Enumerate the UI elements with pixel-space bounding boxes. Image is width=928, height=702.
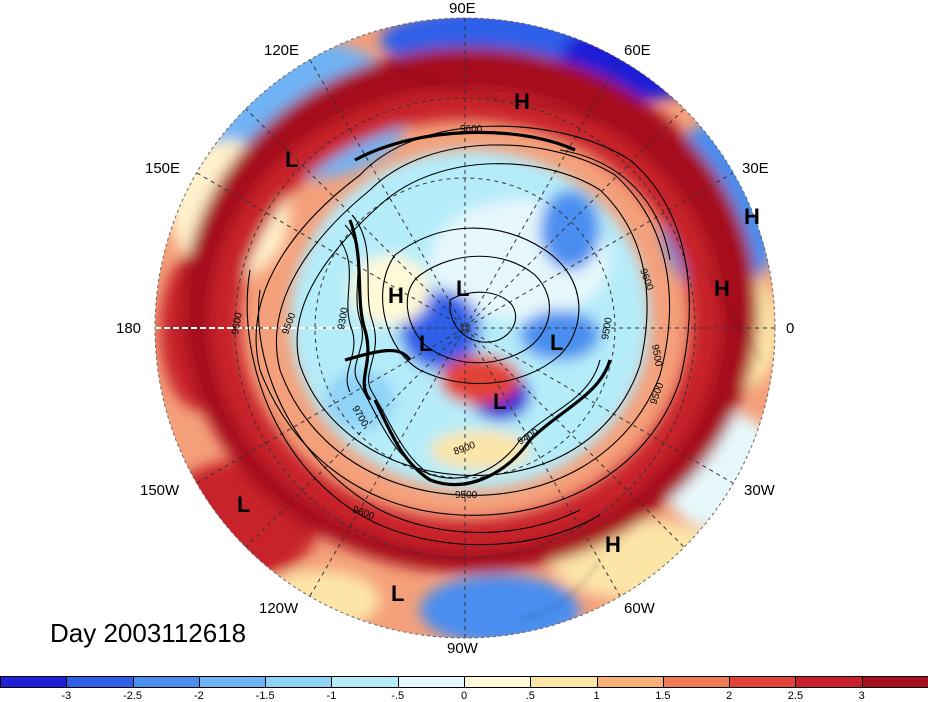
colorbar-tick-label: 2.5 xyxy=(787,690,804,702)
contour-labels: 9600 9600 9500 9600 9300 9500 9500 9700 … xyxy=(230,124,666,523)
colorbar-swatch xyxy=(530,676,598,688)
longitude-label-90e: 90E xyxy=(449,0,476,17)
low-pressure-label: L xyxy=(550,330,563,355)
longitude-label-60w: 60W xyxy=(624,600,655,617)
high-pressure-label: H xyxy=(744,204,760,229)
day-label: Day 2003112618 xyxy=(50,618,247,648)
longitude-label-0: 0 xyxy=(786,320,795,337)
colorbar-swatch xyxy=(464,676,532,688)
colorbar-tick-label: -2 xyxy=(193,690,204,702)
high-pressure-label: L xyxy=(237,492,250,517)
colorbar-tick-label: .5 xyxy=(525,690,535,702)
low-pressure-label: L xyxy=(493,389,506,414)
colorbar-swatch xyxy=(397,676,465,688)
colorbar-tick-label: 3 xyxy=(858,690,865,702)
colorbar-swatch xyxy=(0,676,68,688)
longitude-label-180: 180 xyxy=(116,320,142,337)
colorbar-swatch xyxy=(265,676,333,688)
pressure-system-labels: H L H H H L L L L L L H xyxy=(237,89,760,606)
colorbar-swatch xyxy=(331,676,399,688)
longitude-label-60e: 60E xyxy=(624,42,651,59)
low-pressure-label: L xyxy=(285,147,298,172)
colorbar-tick-label: -.5 xyxy=(391,690,405,702)
height-contours xyxy=(246,125,690,546)
map-boundary xyxy=(154,17,776,639)
colorbar-tick-label: -2.5 xyxy=(123,690,143,702)
longitude-label-30e: 30E xyxy=(742,160,769,177)
colorbar-tick-label: 1 xyxy=(593,690,600,702)
colorbar-tick-label: 0 xyxy=(460,690,468,702)
longitude-label-30w: 30W xyxy=(744,482,775,499)
contour-label: 9500 xyxy=(455,490,478,501)
colorbar-swatch xyxy=(132,676,200,688)
colorbar-swatch xyxy=(662,676,731,688)
colorbar-swatch xyxy=(861,676,928,688)
contour-label: 9600 xyxy=(460,124,483,135)
low-pressure-label: L xyxy=(456,276,469,301)
high-pressure-label: H xyxy=(514,89,530,114)
low-pressure-label: L xyxy=(391,581,404,606)
colorbar-tick-label: 2 xyxy=(726,690,733,702)
high-pressure-label: H xyxy=(605,532,621,557)
low-pressure-label: H xyxy=(388,283,404,308)
colorbar-tick-label: -3 xyxy=(61,690,72,702)
colorbar-tick-label: 1.5 xyxy=(655,690,671,702)
low-pressure-label: L xyxy=(419,331,432,356)
contour-label: 9600 xyxy=(230,311,245,335)
longitude-label-150e: 150E xyxy=(145,160,181,177)
longitude-label-90w: 90W xyxy=(447,640,478,657)
colorbar-swatch xyxy=(795,676,863,688)
colorbar-swatch xyxy=(596,676,664,688)
high-pressure-label: H xyxy=(714,276,730,301)
longitude-label-120e: 120E xyxy=(264,42,300,59)
longitude-label-120w: 120W xyxy=(259,600,299,617)
contour-label: 9500 xyxy=(649,344,664,368)
colorbar: -3 -2.5 -2 -1.5 -1 -.5 0 .5 1 1.5 2 2.5 3 xyxy=(0,676,928,702)
colorbar-tick-label: -1.5 xyxy=(255,690,275,702)
longitude-label-150w: 150W xyxy=(140,482,180,499)
colorbar-swatch xyxy=(729,676,797,688)
colorbar-swatch xyxy=(66,676,134,688)
colorbar-swatch xyxy=(198,676,267,688)
anomaly-shading: 9600 9600 9500 9600 9300 9500 9500 9700 … xyxy=(155,18,775,638)
colorbar-tick-label: -1 xyxy=(326,690,337,702)
contour-label: 9300 xyxy=(336,306,351,330)
contour-label: 9500 xyxy=(600,316,615,340)
